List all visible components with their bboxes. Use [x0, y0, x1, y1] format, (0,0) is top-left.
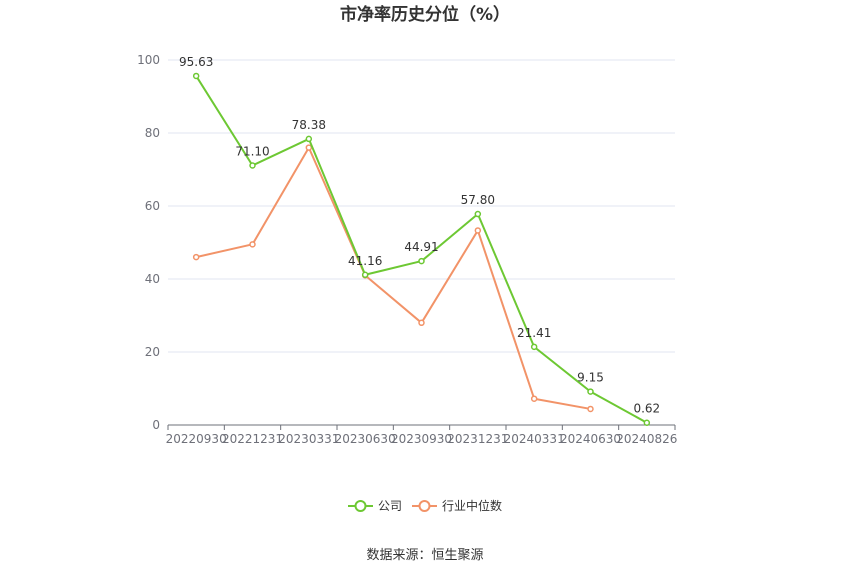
data-label: 41.16	[348, 254, 382, 268]
legend-item[interactable]: 行业中位数	[412, 498, 502, 513]
data-point[interactable]	[361, 271, 369, 279]
data-labels: 95.63 71.10 78.38 41.16 44.91 57.80 21.41 9.15 0…	[179, 55, 660, 416]
data-point[interactable]	[249, 162, 256, 169]
legend-label: 行业中位数	[442, 498, 502, 513]
x-tick-label: 20220930	[166, 432, 227, 446]
data-point[interactable]	[587, 388, 594, 395]
data-point[interactable]	[192, 72, 200, 80]
legend-marker-icon	[418, 500, 431, 512]
series-group	[192, 72, 651, 426]
data-label: 95.63	[179, 55, 213, 69]
data-point[interactable]	[474, 227, 482, 234]
data-point[interactable]	[249, 241, 256, 248]
data-label: 57.80	[461, 193, 495, 207]
grid-lines	[168, 59, 675, 353]
x-tick-label: 20230930	[391, 432, 452, 446]
y-axis: 0 20 40 60 80 100	[137, 53, 160, 432]
x-tick-label: 20240331	[504, 432, 565, 446]
data-point[interactable]	[418, 257, 425, 265]
x-axis: 2022093020221231202303312023063020230930…	[166, 424, 677, 446]
data-point[interactable]	[305, 144, 313, 151]
series-line-industry-median	[195, 146, 591, 410]
x-tick-label: 20230331	[278, 432, 339, 446]
data-label: 78.38	[292, 118, 326, 132]
data-point[interactable]	[643, 419, 651, 426]
data-source: 数据来源：恒生聚源	[366, 548, 483, 563]
y-tick-label: 0	[152, 418, 160, 432]
data-label: 44.91	[404, 240, 438, 254]
data-point[interactable]	[305, 135, 313, 143]
legend-label: 公司	[378, 499, 402, 513]
x-tick-label: 20240826	[616, 432, 677, 446]
legend-item[interactable]: 公司	[348, 499, 402, 513]
data-point[interactable]	[530, 395, 538, 402]
x-tick-label: 20230630	[335, 432, 396, 446]
data-point[interactable]	[587, 405, 594, 413]
data-label: 9.15	[577, 371, 604, 385]
legend-marker-icon	[354, 500, 367, 512]
x-tick-label: 20231231	[447, 432, 508, 446]
x-tick-label: 20240630	[560, 432, 621, 446]
x-tick-label: 20221231	[222, 432, 283, 446]
data-point[interactable]	[530, 343, 538, 351]
data-point[interactable]	[192, 253, 200, 261]
y-tick-label: 20	[145, 345, 160, 359]
chart-title: 市净率历史分位（%）	[340, 4, 510, 25]
y-tick-label: 60	[145, 199, 160, 213]
data-label: 0.62	[633, 402, 660, 416]
legend[interactable]: 公司 行业中位数	[348, 498, 502, 513]
y-tick-label: 40	[145, 272, 160, 286]
data-point[interactable]	[474, 210, 482, 218]
data-label: 21.41	[517, 326, 551, 340]
y-tick-label: 80	[145, 126, 160, 140]
data-label: 71.10	[235, 144, 269, 158]
data-point[interactable]	[418, 319, 425, 327]
y-tick-label: 100	[137, 53, 160, 67]
